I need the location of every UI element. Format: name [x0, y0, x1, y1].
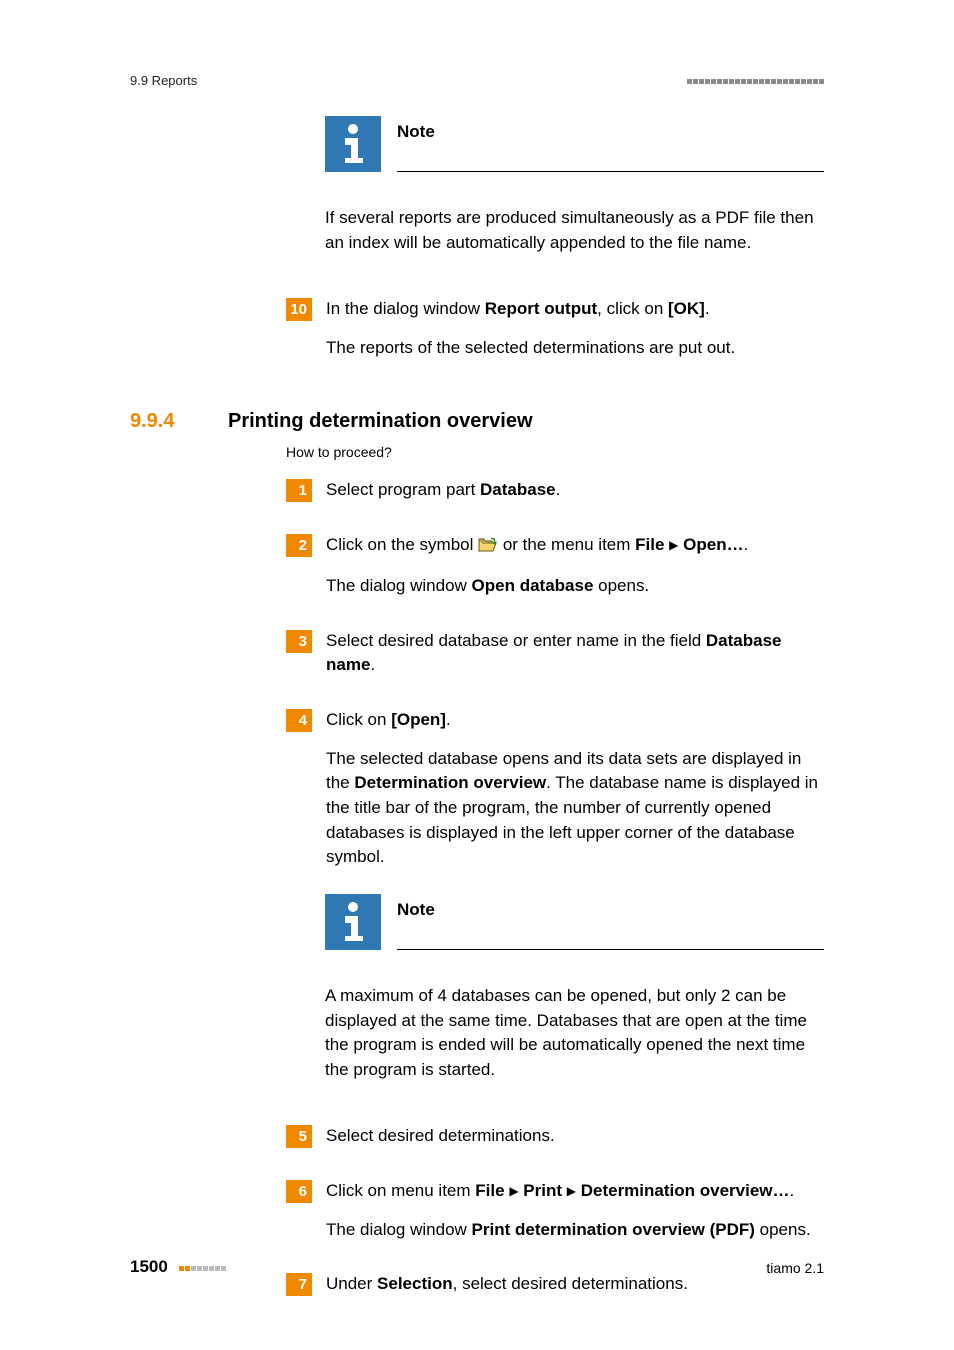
- step-number: 2: [286, 534, 312, 557]
- header-section-ref: 9.9 Reports: [130, 72, 197, 91]
- note-box: Note A maximum of 4 databases can be ope…: [325, 894, 824, 1083]
- step-6: 6 Click on menu item File ▶ Print ▶ Dete…: [286, 1179, 824, 1242]
- step-1: 1 Select program part Database.: [286, 478, 824, 503]
- step-text: The selected database opens and its data…: [326, 747, 824, 870]
- step-2: 2 Click on the symbol or the menu item F…: [286, 533, 824, 599]
- section-heading: 9.9.4 Printing determination overview: [130, 407, 824, 436]
- step-number: 4: [286, 709, 312, 732]
- open-folder-icon: [478, 536, 498, 561]
- page-header: 9.9 Reports: [130, 72, 824, 91]
- step-3: 3 Select desired database or enter name …: [286, 629, 824, 678]
- info-icon: [325, 894, 381, 950]
- header-decor-bar: [686, 72, 824, 91]
- step-number: 10: [286, 298, 312, 321]
- page-number: 1500: [130, 1257, 168, 1276]
- step-text: Click on [Open].: [326, 708, 824, 733]
- note-body: A maximum of 4 databases can be opened, …: [325, 984, 824, 1083]
- step-number: 1: [286, 479, 312, 502]
- section-number: 9.9.4: [130, 407, 228, 436]
- step-text: Select program part Database.: [326, 478, 824, 503]
- section-title: Printing determination overview: [228, 407, 533, 436]
- step-5: 5 Select desired determinations.: [286, 1124, 824, 1149]
- footer-right: tiamo 2.1: [766, 1258, 824, 1278]
- step-text: Click on menu item File ▶ Print ▶ Determ…: [326, 1179, 824, 1204]
- step-10: 10 In the dialog window Report output, c…: [286, 297, 824, 360]
- footer-decor-bar: [178, 1259, 226, 1275]
- step-text: Select desired determinations.: [326, 1124, 824, 1149]
- step-number: 6: [286, 1180, 312, 1203]
- step-number: 3: [286, 630, 312, 653]
- note-title: Note: [397, 898, 435, 923]
- note-title: Note: [397, 120, 435, 145]
- step-text: Click on the symbol or the menu item Fil…: [326, 533, 824, 561]
- page-footer: 1500 tiamo 2.1: [130, 1255, 824, 1280]
- how-to-proceed: How to proceed?: [286, 442, 824, 462]
- note-body: If several reports are produced simultan…: [325, 206, 824, 255]
- step-text: The dialog window Print determination ov…: [326, 1218, 824, 1243]
- info-icon: [325, 116, 381, 172]
- step-text: The reports of the selected determinatio…: [326, 336, 824, 361]
- note-box: Note If several reports are produced sim…: [325, 116, 824, 255]
- step-number: 5: [286, 1125, 312, 1148]
- step-4: 4 Click on [Open]. The selected database…: [286, 708, 824, 870]
- step-text: The dialog window Open database opens.: [326, 574, 824, 599]
- step-text: Select desired database or enter name in…: [326, 629, 824, 678]
- step-text: In the dialog window Report output, clic…: [326, 297, 824, 322]
- footer-left: 1500: [130, 1255, 226, 1280]
